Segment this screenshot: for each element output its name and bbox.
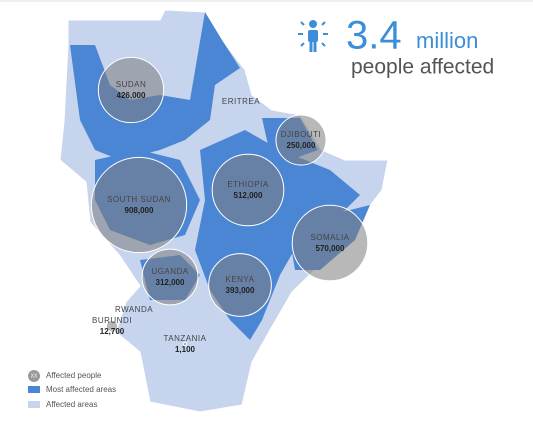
country-label: SUDAN [116, 80, 147, 89]
headline-unit: million [416, 28, 478, 53]
legend-swatch [28, 401, 40, 408]
bubble [97, 56, 165, 124]
country-label: UGANDA [151, 267, 188, 276]
bubble [90, 156, 188, 254]
headline-caption: people affected [351, 56, 494, 79]
legend-swatch [28, 386, 40, 393]
country-value: 570,000 [316, 244, 345, 253]
most-affected-area [70, 12, 240, 160]
country-value: 250,000 [287, 141, 316, 150]
country-label: BURUNDI [92, 316, 132, 325]
country-label: SOUTH SUDAN [107, 195, 171, 204]
bubbles: SUDAN 426,000 SOUTH SUDAN 908,000 ETHIOPIA 51… [90, 56, 369, 354]
legend-bubble-marker: XX [31, 373, 38, 379]
country-label: TANZANIA [164, 334, 207, 343]
country-value: 908,000 [125, 206, 154, 215]
bubble [141, 248, 199, 306]
person-icon [298, 20, 328, 52]
legend-label: Affected areas [46, 400, 97, 409]
bubble [211, 153, 285, 227]
country-value: 312,000 [156, 278, 185, 287]
bubble [208, 253, 272, 317]
country-value: 1,100 [175, 345, 196, 354]
headline-number: 3.4 [346, 14, 402, 58]
bubble [182, 341, 188, 347]
legend-label: Most affected areas [46, 385, 116, 394]
bubble [291, 204, 369, 282]
legend-label: Affected people [46, 371, 102, 380]
country-value: 426,000 [117, 91, 146, 100]
country-value: 12,700 [100, 327, 125, 336]
legend-bubble [28, 370, 40, 382]
country-value: 512,000 [234, 191, 263, 200]
country-label: ERITREA [222, 97, 260, 106]
country-label: DJIBOUTI [281, 130, 321, 139]
country-label: KENYA [225, 275, 254, 284]
country-label: ETHIOPIA [227, 180, 269, 189]
country-value: 393,000 [226, 286, 255, 295]
bubble [275, 114, 327, 166]
bubble [105, 319, 119, 333]
country-label: SOMALIA [310, 233, 349, 242]
country-label: RWANDA [115, 305, 153, 314]
legend: XX Affected people Most affected areas A… [28, 370, 116, 409]
